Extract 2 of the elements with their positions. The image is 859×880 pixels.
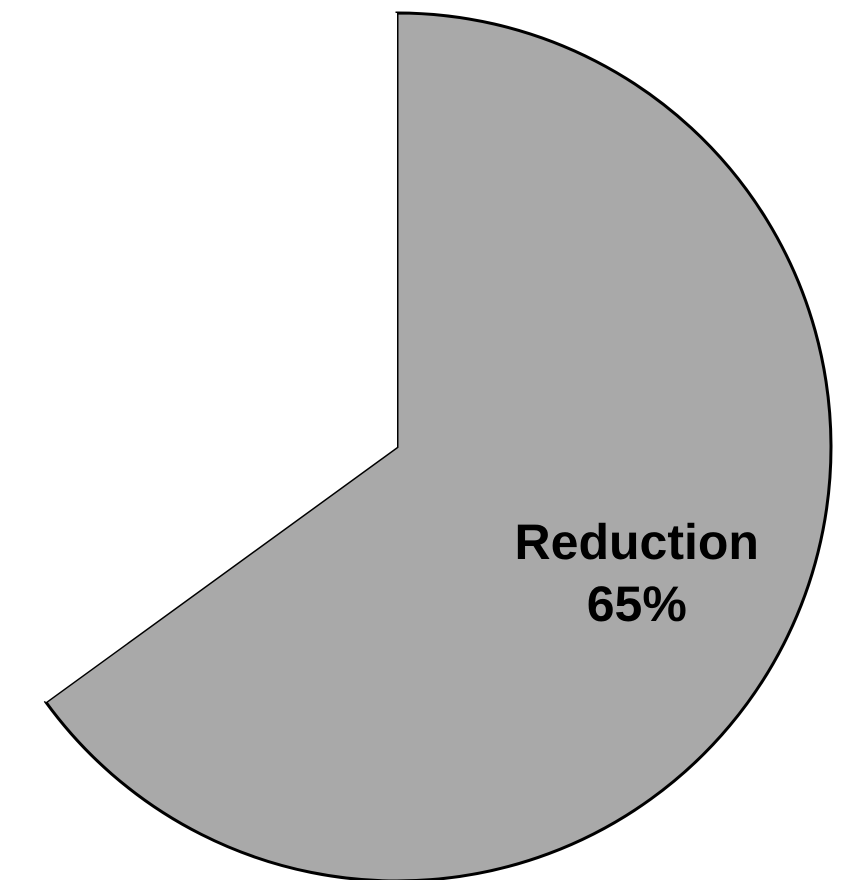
slice-label: Reduction	[514, 514, 759, 570]
data-label: 65%	[586, 576, 687, 632]
